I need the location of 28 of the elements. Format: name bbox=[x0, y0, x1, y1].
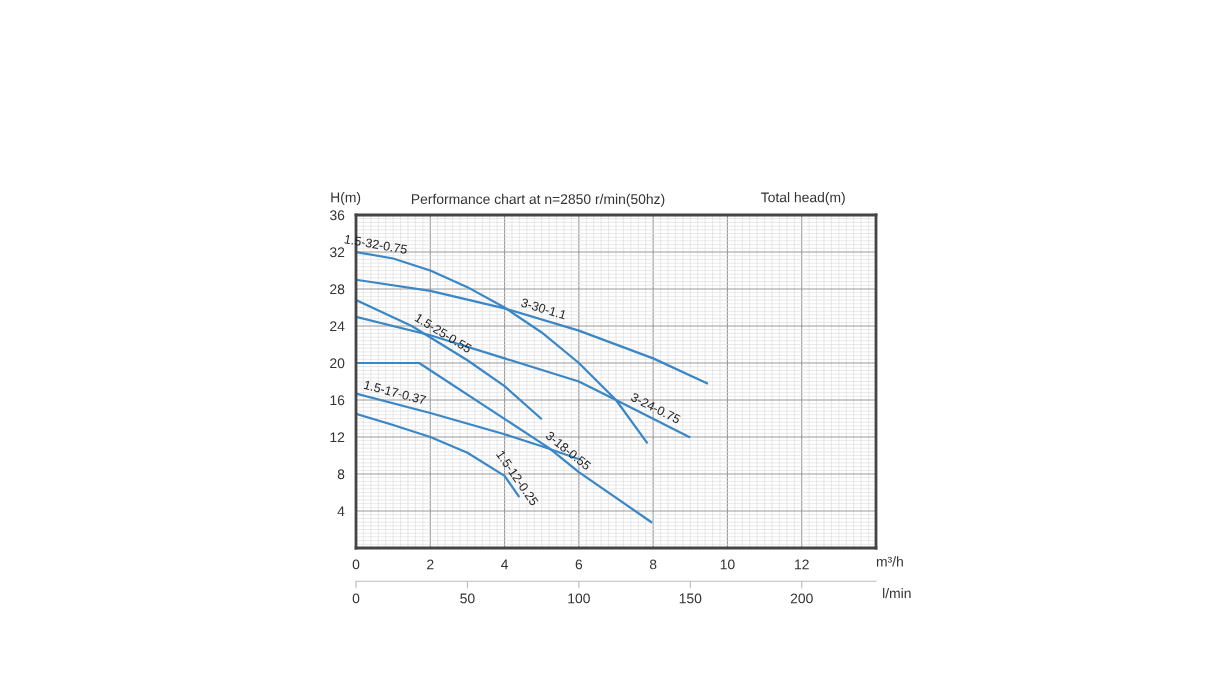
y-tick-label: 16 bbox=[330, 395, 345, 406]
text: 1.5-32-0.75 bbox=[344, 234, 408, 255]
x-tick-label: 4 bbox=[501, 559, 509, 570]
x2-axis-title: l/min bbox=[883, 588, 911, 599]
x2-tick-label: 150 bbox=[679, 593, 702, 604]
x2-tick-label: 50 bbox=[460, 593, 475, 604]
y-axis-title: H(m) bbox=[331, 192, 361, 205]
y-tick-label: 8 bbox=[337, 469, 345, 480]
x-tick-label: 10 bbox=[720, 559, 735, 570]
text: Total head(m) bbox=[761, 192, 845, 205]
x2-tick-label: 0 bbox=[352, 593, 360, 604]
text: 3-30-1.1 bbox=[520, 297, 567, 320]
x-tick-label: 8 bbox=[649, 559, 657, 570]
x-tick-label: 12 bbox=[795, 559, 809, 570]
y-tick-label: 32 bbox=[329, 247, 345, 258]
x-tick-label: 6 bbox=[575, 559, 583, 570]
x-tick-label: 0 bbox=[352, 559, 360, 570]
y-tick-label: 4 bbox=[337, 506, 345, 517]
y-tick-label: 20 bbox=[330, 358, 345, 369]
y-tick-label: 12 bbox=[330, 432, 345, 443]
x2-tick-label: 200 bbox=[790, 593, 813, 604]
y-tick-label: 24 bbox=[330, 321, 345, 332]
x-tick-label: 2 bbox=[427, 559, 434, 570]
x-axis-title: m³/h bbox=[876, 556, 903, 567]
y-tick-label: 36 bbox=[329, 210, 345, 221]
x2-tick-label: 100 bbox=[568, 593, 590, 604]
chart-title: Performance chart at n=2850 r/min(50hz) bbox=[411, 193, 665, 207]
y-tick-label: 28 bbox=[330, 284, 345, 295]
